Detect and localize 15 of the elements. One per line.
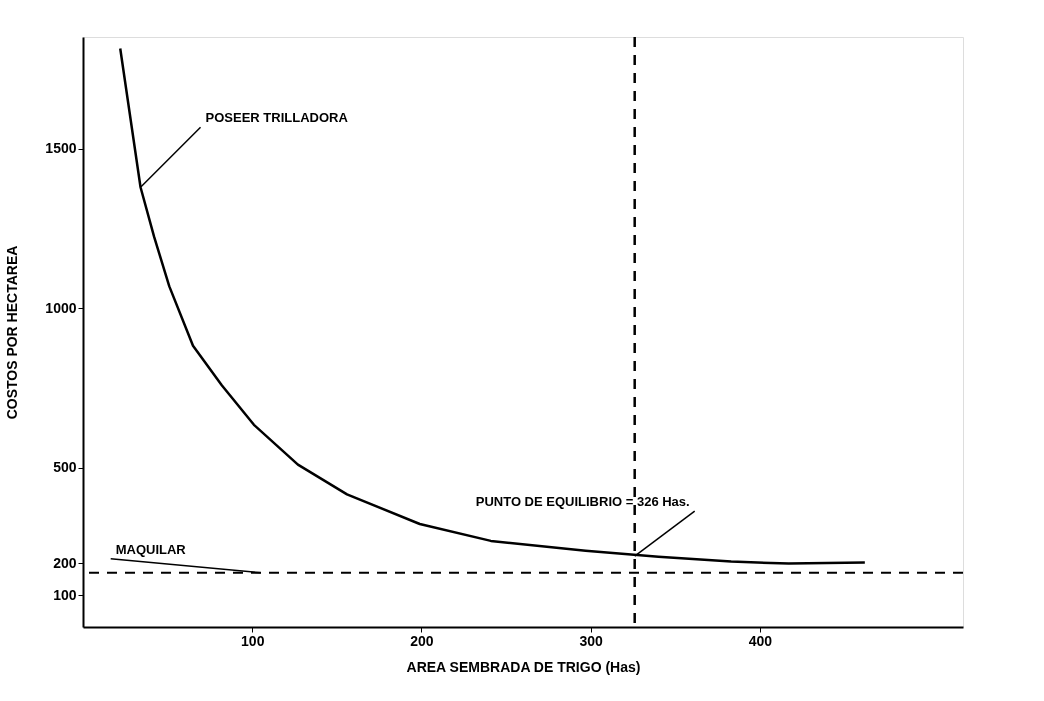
y-tick-label: 1000 xyxy=(45,299,77,316)
y-tick-label: 200 xyxy=(53,554,77,571)
annotation: PUNTO DE EQUILIBRIO = 326 Has. xyxy=(475,494,690,510)
annotation: MAQUILAR xyxy=(115,541,187,557)
x-tick-label: 300 xyxy=(579,632,604,649)
x-tick-label: 400 xyxy=(748,632,773,649)
y-tick-label: 500 xyxy=(53,459,77,476)
line-series xyxy=(118,47,867,565)
x-tick-label: 100 xyxy=(241,632,265,649)
x-axis-title: AREA SEMBRADA DE TRIGO (Has) xyxy=(406,658,641,675)
y-tick-label: 1500 xyxy=(45,140,77,157)
y-axis-title: COSTOS POR HECTAREA xyxy=(4,245,21,420)
annotation: POSEER TRILLADORA xyxy=(205,110,349,126)
y-tick-label: 100 xyxy=(53,586,77,603)
x-tick-label: 200 xyxy=(410,632,434,649)
